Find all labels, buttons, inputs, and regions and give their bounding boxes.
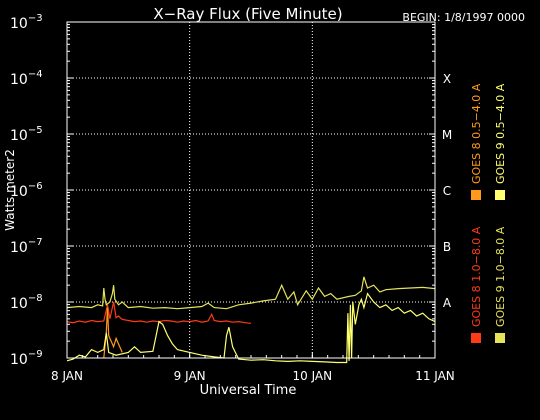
- series-line-1: [66, 301, 252, 324]
- flare-class-label: B: [443, 240, 451, 254]
- y-axis-label: Watts meter2: [3, 149, 17, 231]
- flare-class-label: X: [443, 72, 451, 86]
- flare-class-label: M: [442, 128, 452, 142]
- legend-label-3: GOES 9 1.0−8.0 A: [494, 226, 507, 327]
- x-tick-label: 9 JAN: [174, 369, 206, 383]
- legend-label-2: GOES 8 0.5−4.0 A: [470, 83, 483, 184]
- y-tick-label: 10−8: [10, 293, 43, 312]
- legend: GOES 8 1.0−8.0 A GOES 8 0.5−4.0 A GOES 9 1…: [470, 83, 507, 343]
- legend-swatch-1: [471, 333, 481, 343]
- flare-class-labels: X M C B A: [442, 72, 452, 310]
- y-tick-label: 10−7: [10, 237, 43, 256]
- x-axis: 8 JAN 9 JAN 10 JAN 11 JAN: [51, 352, 455, 383]
- series-line-4: [66, 292, 436, 364]
- legend-label-1: GOES 8 1.0−8.0 A: [470, 226, 483, 327]
- chart-title: X−Ray Flux (Five Minute): [153, 5, 342, 23]
- plot-series: [66, 276, 436, 364]
- x-tick-label: 10 JAN: [293, 369, 333, 383]
- legend-swatch-2: [471, 190, 481, 200]
- x-axis-label: Universal Time: [200, 383, 297, 398]
- flare-class-label: A: [443, 296, 452, 310]
- legend-swatch-4: [495, 190, 505, 200]
- flare-class-label: C: [443, 184, 451, 198]
- begin-label: BEGIN: 1/8/1997 0000: [402, 11, 525, 24]
- y-tick-label: 10−6: [10, 181, 43, 200]
- legend-label-4: GOES 9 0.5−4.0 A: [494, 83, 507, 184]
- y-tick-label: 10−4: [10, 69, 43, 88]
- x-tick-label: 8 JAN: [51, 369, 83, 383]
- series-line-3: [66, 276, 436, 310]
- y-tick-label: 10−5: [10, 125, 43, 144]
- legend-swatch-3: [495, 333, 505, 343]
- y-tick-label: 10−3: [10, 13, 43, 32]
- y-tick-label: 10−9: [10, 349, 43, 368]
- y-axis: 10−3 10−4 10−5 10−6 10−7 10−8 10−9: [10, 13, 435, 368]
- x-tick-label: 11 JAN: [415, 369, 455, 383]
